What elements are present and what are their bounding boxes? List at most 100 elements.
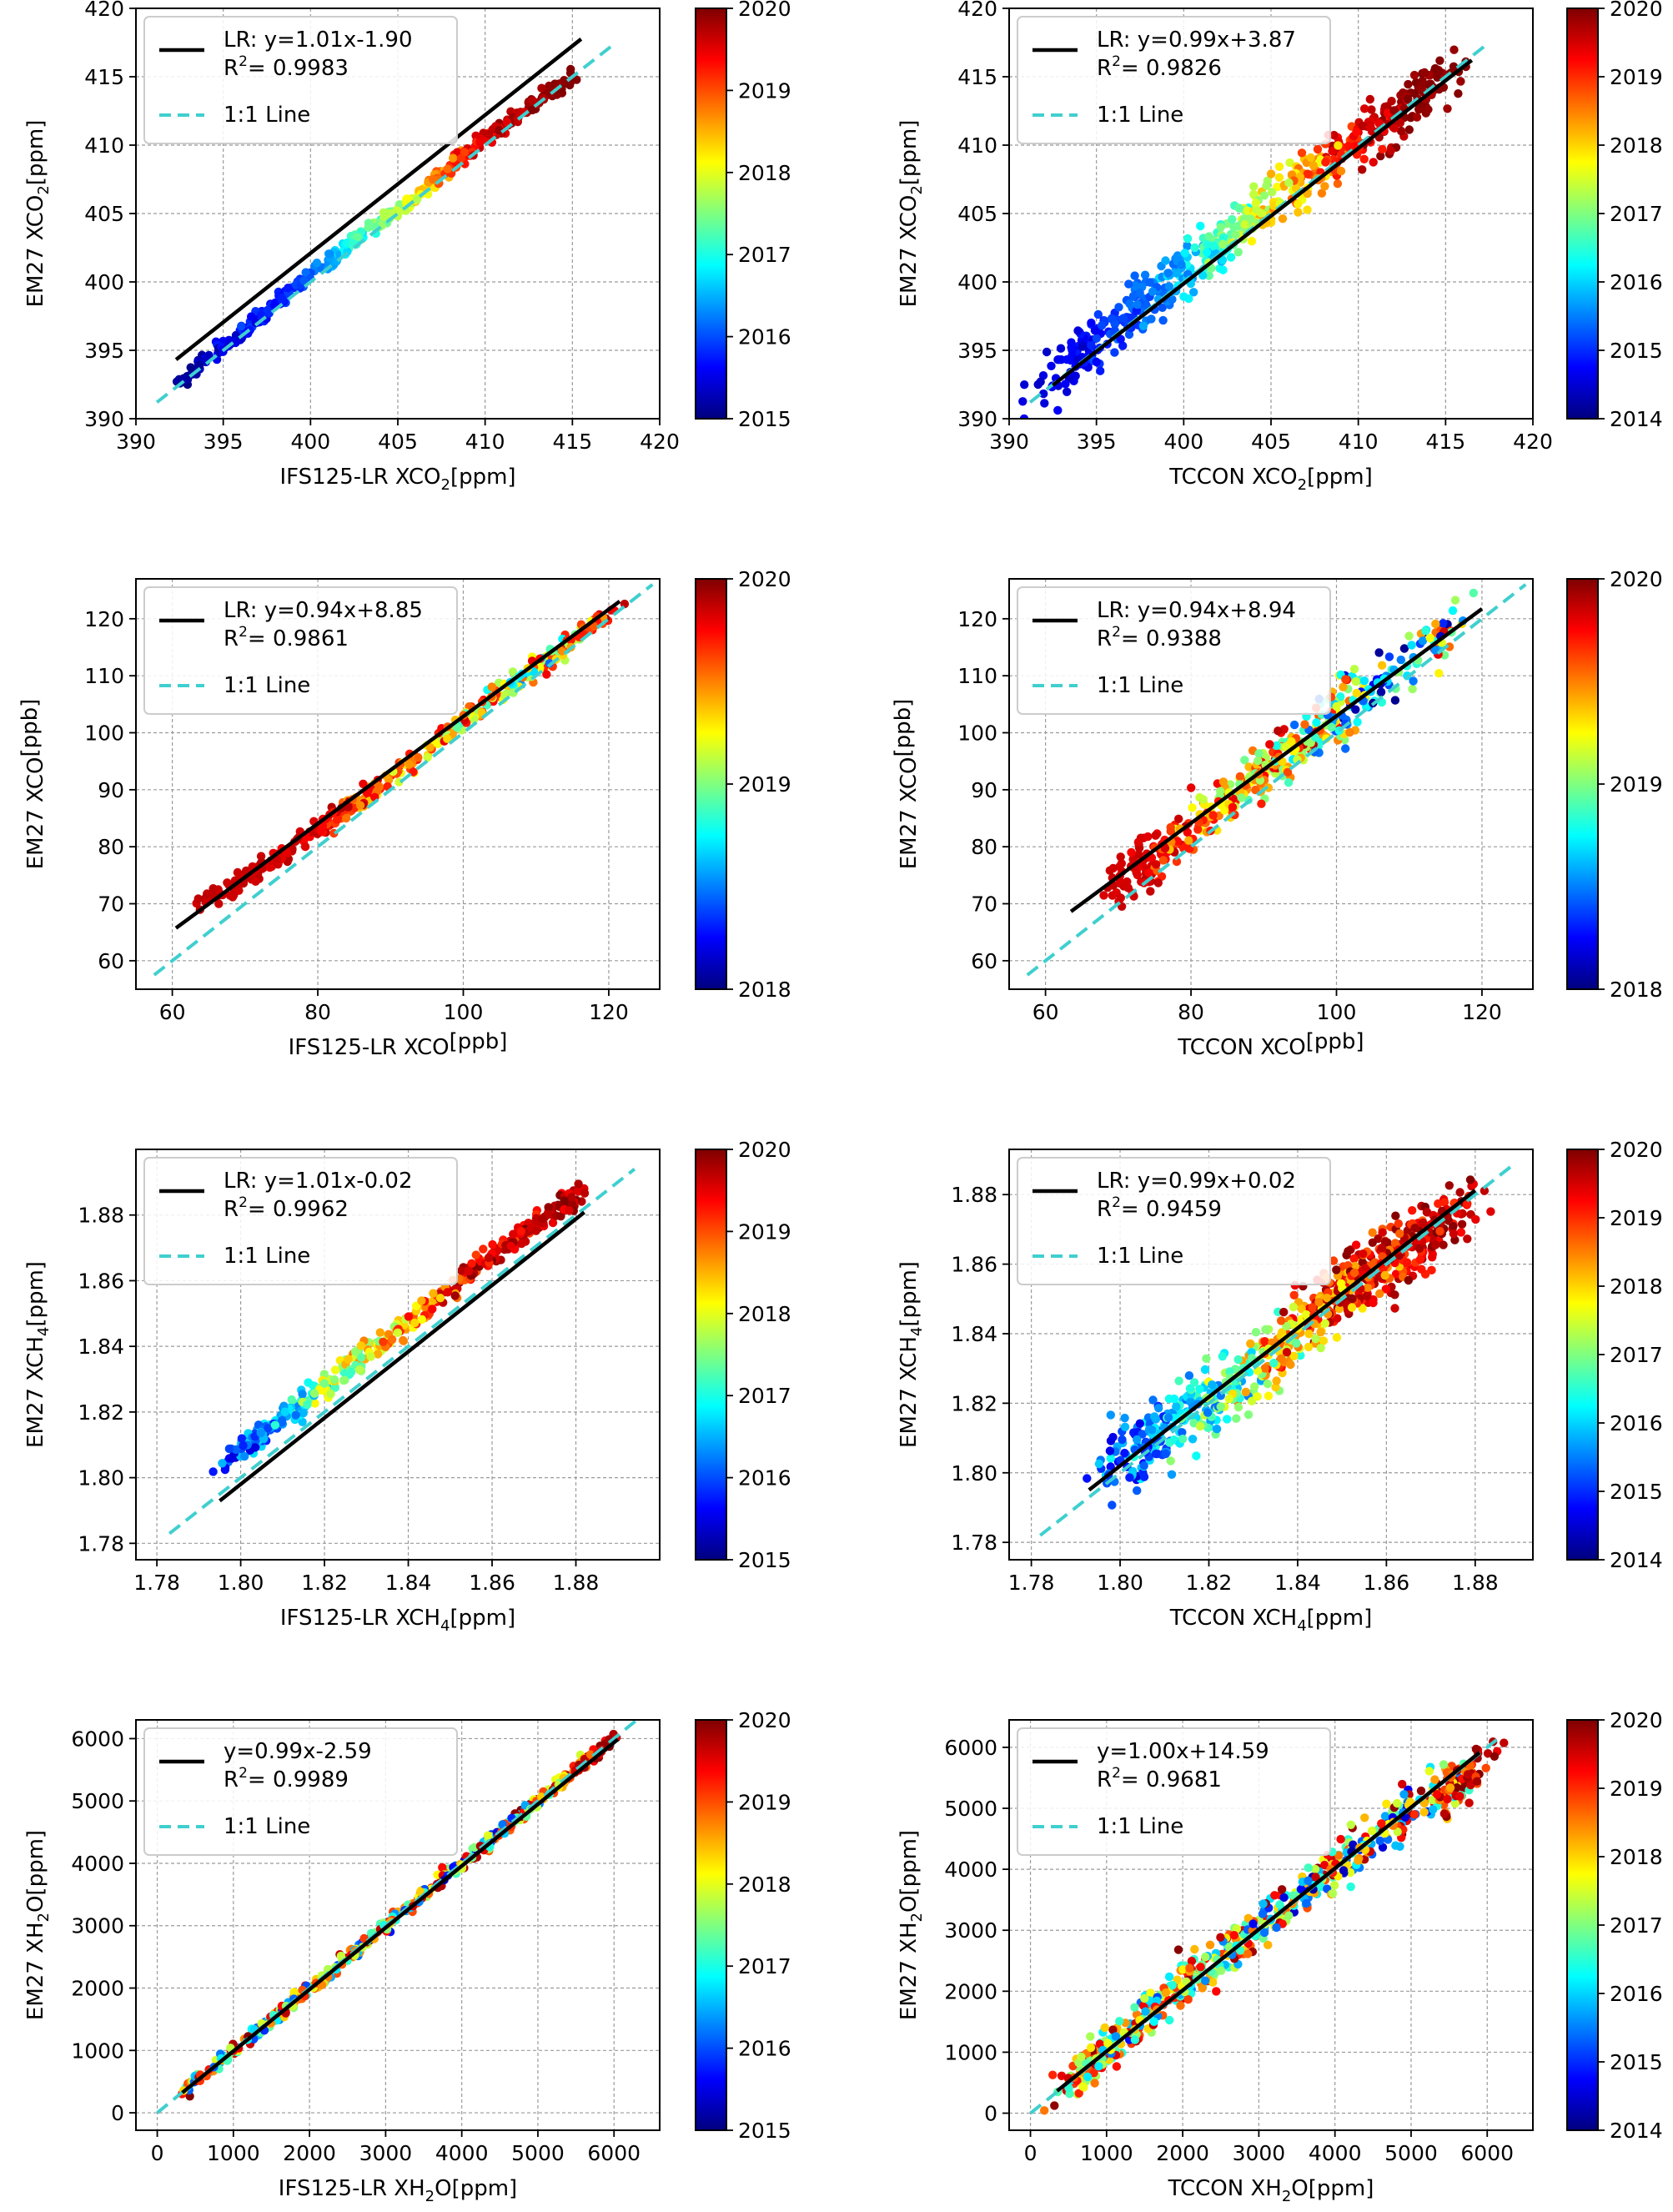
data-point	[1189, 288, 1198, 297]
data-point	[1117, 859, 1127, 868]
data-point	[1193, 825, 1203, 834]
x-axis-label-unit: [ppm]	[450, 465, 516, 490]
data-point	[1208, 241, 1218, 250]
data-point	[1308, 1303, 1317, 1312]
x-axis-label-subscript: 4	[440, 1617, 450, 1635]
y-tick-label: 0	[111, 2101, 124, 2125]
data-point	[1390, 1290, 1399, 1300]
data-point	[1246, 1339, 1255, 1349]
data-point	[1224, 1394, 1233, 1404]
y-tick-label: 420	[84, 0, 124, 21]
data-point	[1050, 2101, 1059, 2110]
x-axis-label-text: TCCON XH	[1168, 2176, 1282, 2201]
data-point	[1284, 1911, 1294, 1920]
x-axis-label-subscript: 2	[1282, 2188, 1291, 2205]
data-point	[1443, 1794, 1452, 1804]
colorbar	[695, 1149, 727, 1561]
x-axis-label-unit: [ppb]	[1306, 1029, 1364, 1054]
data-point	[1116, 893, 1126, 902]
data-point	[517, 1239, 526, 1249]
data-point	[1366, 122, 1375, 132]
data-point	[339, 1375, 349, 1385]
data-point	[1190, 243, 1199, 253]
data-point	[1178, 1428, 1187, 1437]
data-point	[537, 83, 546, 93]
data-point	[1094, 1459, 1104, 1469]
y-tick-label: 60	[98, 949, 124, 973]
y-tick-label: 5000	[71, 1789, 124, 1813]
data-point	[1311, 1335, 1320, 1344]
data-point	[1138, 321, 1148, 330]
x-tick-label: 395	[1077, 430, 1117, 454]
data-point	[1048, 2070, 1058, 2079]
data-point	[1407, 641, 1416, 650]
data-point	[1103, 2039, 1113, 2048]
data-point	[1349, 1268, 1359, 1278]
data-point	[303, 1400, 312, 1410]
data-point	[483, 1831, 493, 1840]
y-axis-label: EM27 XCH4[ppm]	[897, 1261, 926, 1448]
data-point	[1431, 619, 1440, 629]
legend-r2-value: = 0.9826	[1121, 56, 1222, 81]
data-point	[1320, 1860, 1329, 1870]
data-point	[287, 1395, 296, 1405]
data-point	[1216, 1966, 1226, 1975]
data-point	[1275, 1900, 1284, 1909]
x-axis-label-text: TCCON XCH	[1169, 1606, 1297, 1631]
data-point	[567, 1199, 577, 1209]
x-axis-label: IFS125-LR XCO[ppb]	[289, 1029, 508, 1060]
data-point	[239, 1440, 248, 1450]
data-point	[375, 1328, 384, 1337]
data-point	[1099, 891, 1108, 900]
y-tick-label: 70	[971, 892, 997, 917]
data-point	[1269, 1359, 1279, 1368]
data-point	[1259, 1928, 1269, 1938]
data-point	[1289, 1351, 1299, 1361]
y-tick-label: 60	[971, 949, 997, 973]
colorbar	[1566, 1719, 1599, 2131]
data-point	[1384, 652, 1394, 661]
data-point	[1233, 248, 1243, 257]
y-tick-label: 415	[84, 65, 124, 89]
data-point	[1409, 70, 1419, 80]
data-point	[1404, 125, 1414, 134]
data-point	[1408, 1206, 1417, 1215]
data-point	[1083, 1474, 1092, 1483]
data-point	[1078, 2082, 1088, 2091]
y-tick-label: 2000	[944, 1979, 997, 2003]
data-point	[1434, 1199, 1443, 1209]
x-tick-label: 60	[1032, 1000, 1059, 1024]
data-point	[1352, 127, 1361, 137]
legend-r2-value: = 0.9962	[248, 1197, 349, 1222]
data-point	[1390, 696, 1400, 705]
colorbar-tick-label: 2019	[738, 1219, 791, 1244]
colorbar-tick-label: 2015	[1610, 339, 1663, 363]
data-point	[1074, 2089, 1083, 2098]
legend-r2-symbol: R	[224, 626, 239, 651]
colorbar-tick-label: 2020	[1610, 567, 1663, 591]
data-point	[1183, 1995, 1193, 2004]
plot-area	[155, 38, 612, 404]
data-point	[1216, 1402, 1225, 1411]
x-axis-label: TCCON XH2O[ppm]	[1168, 2176, 1374, 2205]
data-point	[1212, 1425, 1222, 1434]
data-point	[1417, 1264, 1426, 1274]
data-point	[1316, 1344, 1325, 1353]
data-point	[1054, 354, 1063, 364]
data-point	[449, 153, 458, 163]
data-point	[1189, 1378, 1199, 1387]
data-point	[1169, 1394, 1179, 1404]
data-point	[1246, 214, 1256, 224]
data-point	[1053, 405, 1063, 415]
legend-box	[1017, 1727, 1331, 1856]
data-point	[1018, 397, 1027, 406]
data-point	[1180, 249, 1189, 258]
data-point	[1232, 1414, 1241, 1423]
data-point	[1094, 2062, 1103, 2071]
data-point	[186, 363, 195, 372]
data-point	[1320, 1319, 1330, 1328]
data-point	[1360, 1813, 1369, 1822]
data-point	[1040, 399, 1049, 408]
data-point	[1106, 1454, 1116, 1463]
data-point	[1367, 1826, 1377, 1836]
